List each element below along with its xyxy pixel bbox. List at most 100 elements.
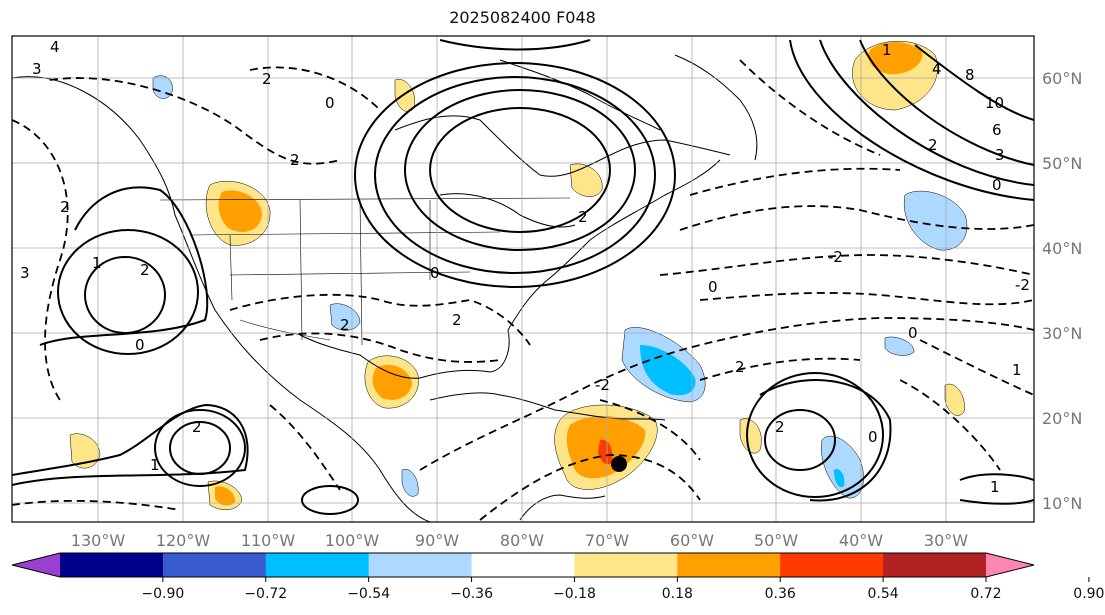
shade-blue-mexico [329,303,361,331]
shade-orange-gulf [372,364,412,400]
latitude-labels: 60°N 50°N 40°N 30°N 20°N 10°N [1042,69,1082,513]
colorbar-tick-label: 0.36 [765,586,796,602]
shade-yellow-pacific [69,433,101,469]
map-frame [11,35,1035,523]
colorbar-tick-label: −0.72 [244,586,287,602]
solid-contours [12,39,1034,515]
lat-label: 30°N [1042,324,1082,343]
contour-label: 4 [50,38,60,56]
contour-label: 2 [290,151,300,169]
lon-label: 30°W [924,531,968,550]
lon-label: 40°W [839,531,883,550]
shade-orange-pacific2 [215,486,236,506]
contour-label: 0 [430,264,440,282]
colorbar-segment [677,553,781,577]
shade-yellow-eastcanada [569,163,603,197]
map-area [12,36,1034,522]
colorbar-tick-label: −0.90 [141,586,184,602]
lon-label: 60°W [670,531,714,550]
lat-label: 50°N [1042,154,1082,173]
colorbar-segment [265,553,370,577]
contour-label: 2 [140,261,150,279]
lat-label: 40°N [1042,239,1082,258]
colorbar-tick-label: 0.18 [662,586,693,602]
colorbar-outline [11,552,1035,578]
contour-label: 3 [995,146,1005,164]
contour-label: 3 [32,60,42,78]
contour-label: 1 [92,254,102,272]
contour-label: 3 [20,264,30,282]
contour-label: 2 [928,136,938,154]
shade-orange-northwest [218,190,262,232]
contour-label: 8 [965,66,975,84]
shade-yellow-midatlantic [739,418,762,454]
contour-label: 0 [868,428,878,446]
colorbar-extend-high [986,553,1034,577]
colorbar-tick-label: 0.54 [868,586,899,602]
shade-yellow-atlantic-east [944,383,965,416]
longitude-labels: 130°W 120°W 110°W 100°W 90°W 80°W 70°W 6… [71,531,968,550]
contour-label: 0 [708,278,718,296]
shade-blue-eastatlantic [903,190,968,251]
contour-label: 1 [882,41,892,59]
colorbar-segment [574,553,678,577]
contour-label: 6 [992,121,1002,139]
colorbar-segment [368,553,473,577]
gridlines [12,36,1034,522]
contour-label: 0 [908,324,918,342]
contour-label: 0 [992,176,1002,194]
contour-label-group: 4 3 2 0 2 1 4 10 8 6 3 2 0 2 2 1 3 2 1 0… [20,38,1030,496]
contour-label: 1 [1012,361,1022,379]
contour-label: 2 [340,316,350,334]
colorbar-segment [162,553,267,577]
lon-label: 110°W [241,531,296,550]
contour-label: 0 [325,94,335,112]
lon-label: 50°W [754,531,798,550]
colorbar-segment [883,553,987,577]
lon-label: 100°W [325,531,380,550]
lon-label: 90°W [415,531,459,550]
contour-label: 4 [932,60,942,78]
colorbar-tick-label: −0.36 [450,586,493,602]
colorbar-segment [471,553,575,577]
contour-label: 2 [60,198,70,216]
contour-label: 2 [735,358,745,376]
dashed-contours [12,59,1034,521]
contour-label: 2 [452,311,462,329]
colorbar-extend-low [12,553,60,577]
colorbar-tick-label: 0.90 [1073,586,1104,602]
lon-label: 120°W [156,531,211,550]
shade-cyan-atlantic [640,345,696,396]
shade-red-caribbean [598,439,613,465]
contour-label: 2 [192,418,202,436]
contour-label: -2 [595,376,610,394]
map-title: 2025082400 F048 [449,8,596,27]
shade-cyan-tropical [834,469,845,488]
contour-label: 2 [262,70,272,88]
contour-label: 0 [135,336,145,354]
contour-label: 10 [985,94,1004,112]
contour-label: 1 [990,478,1000,496]
contour-label: -2 [828,248,843,266]
storm-position-marker [611,456,627,472]
colorbar-segment [60,553,164,577]
contour-label: 2 [775,418,785,436]
lon-label: 80°W [500,531,544,550]
shade-blue-central [884,336,915,356]
shade-blue-yucatan [401,468,419,497]
contour-label: -2 [1015,276,1030,294]
colorbar-tick-label: −0.18 [553,586,596,602]
lon-label: 130°W [71,531,126,550]
colorbar-segment [780,553,884,577]
contour-label: 1 [150,456,160,474]
lat-label: 20°N [1042,409,1082,428]
colorbar-tick-label: 0.72 [970,586,1001,602]
lat-label: 10°N [1042,494,1082,513]
contour-label: 2 [578,208,588,226]
colorbar-tick-label: −0.54 [347,586,390,602]
lat-label: 60°N [1042,69,1082,88]
colorbar: −0.90 −0.72 −0.54 −0.36 −0.18 0.18 0.36 0.54 0.7… [11,552,1104,602]
shade-orange-northatlantic [868,41,923,75]
lon-label: 70°W [585,531,629,550]
